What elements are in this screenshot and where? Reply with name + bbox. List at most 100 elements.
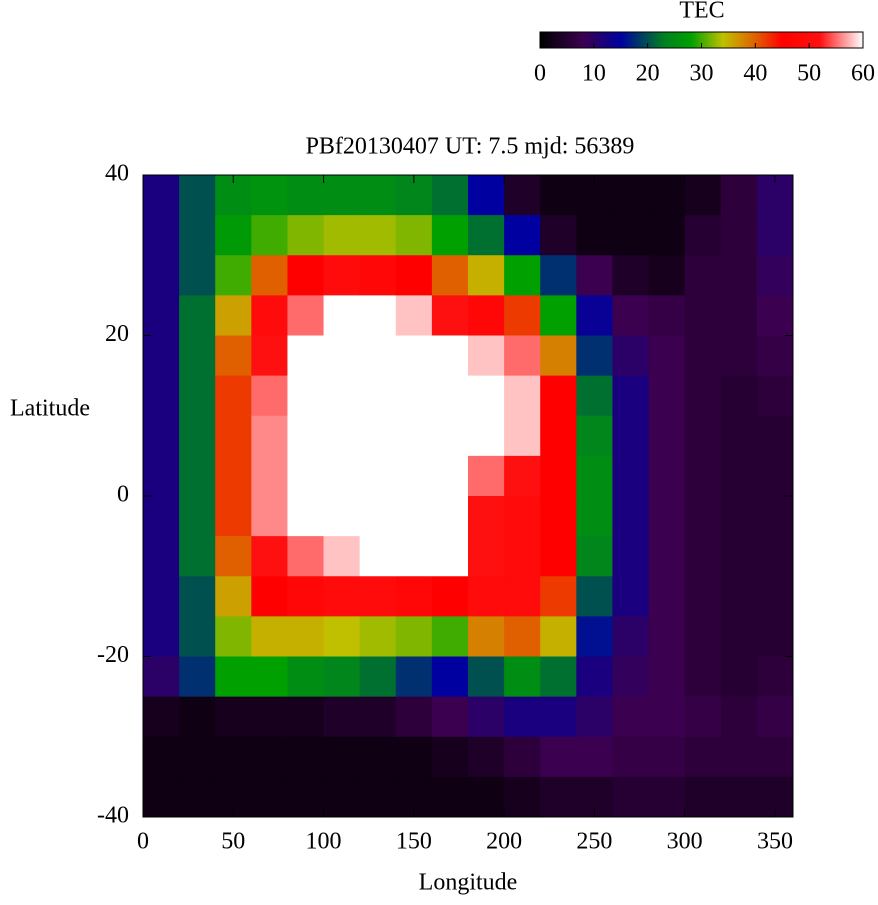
heatmap-cell [504, 335, 541, 377]
heatmap-cell [576, 415, 613, 457]
heatmap-cell [359, 656, 397, 698]
heatmap-cell [720, 375, 758, 417]
heatmap-cell [576, 576, 613, 617]
heatmap-cell [179, 295, 216, 336]
heatmap-cell [395, 536, 433, 577]
heatmap-cell [468, 616, 505, 657]
heatmap-cell [468, 736, 505, 778]
heatmap-cell [179, 496, 216, 537]
heatmap-cell [395, 656, 433, 698]
heatmap-cell [323, 736, 361, 778]
heatmap-cell [251, 776, 288, 818]
heatmap-cell [251, 335, 288, 377]
heatmap-cell [251, 576, 288, 617]
y-tick-label: 40 [105, 161, 129, 187]
heatmap-cell [648, 455, 686, 497]
heatmap-cell [323, 576, 361, 617]
heatmap-cell [648, 496, 686, 537]
heatmap-cell [612, 496, 650, 537]
heatmap-cell [359, 496, 397, 537]
heatmap-cell [431, 576, 469, 617]
heatmap-cell [395, 335, 433, 377]
heatmap-cell [431, 455, 469, 497]
heatmap-cell [756, 215, 794, 256]
heatmap-cell [576, 536, 613, 577]
heatmap-cell [251, 656, 288, 698]
heatmap-cell [648, 215, 686, 256]
heatmap-cell [215, 255, 252, 296]
heatmap-cell [648, 375, 686, 417]
heatmap-cell [504, 576, 541, 617]
x-tick-label: 200 [486, 829, 522, 855]
heatmap-cell [612, 255, 650, 296]
heatmap-cell [540, 776, 577, 818]
heatmap-cell [431, 215, 469, 256]
heatmap-cell [431, 415, 469, 457]
heatmap-cell [323, 295, 361, 336]
heatmap-cell [431, 255, 469, 296]
heatmap-cell [684, 656, 722, 698]
heatmap-cell [215, 616, 252, 657]
heatmap-cell [540, 335, 577, 377]
heatmap-cell [179, 335, 216, 377]
heatmap-cell [179, 255, 216, 296]
heatmap-cell [540, 175, 577, 216]
heatmap-cell [576, 736, 613, 778]
heatmap-cell [323, 335, 361, 377]
heatmap-cell [576, 616, 613, 657]
heatmap-cell [504, 175, 541, 216]
chart-title: PBf20130407 UT: 7.5 mjd: 56389 [306, 134, 635, 160]
heatmap-cell [323, 536, 361, 577]
x-tick-label: 0 [137, 829, 149, 855]
colorbar-tick-label: 40 [743, 61, 767, 87]
heatmap-cell [576, 455, 613, 497]
heatmap-cell [251, 616, 288, 657]
heatmap-cell [287, 255, 325, 296]
heatmap-cell [359, 415, 397, 457]
heatmap-cell [359, 335, 397, 377]
heatmap-cell [359, 215, 397, 256]
heatmap-cell [504, 455, 541, 497]
heatmap-cell [720, 295, 758, 336]
heatmap-cell [215, 656, 252, 698]
x-tick-label: 100 [306, 829, 342, 855]
heatmap-cell [359, 696, 397, 738]
heatmap-cell [323, 415, 361, 457]
heatmap-cell [756, 496, 794, 537]
heatmap-cell [287, 496, 325, 537]
heatmap-cell [756, 255, 794, 296]
heatmap-cell [251, 455, 288, 497]
heatmap-cell [179, 536, 216, 577]
heatmap-cell [540, 616, 577, 657]
heatmap-cell [359, 255, 397, 296]
heatmap-cell [648, 576, 686, 617]
heatmap-cell [359, 576, 397, 617]
heatmap-cell [215, 335, 252, 377]
heatmap-cell [395, 455, 433, 497]
heatmap-cell [251, 536, 288, 577]
heatmap-cell [504, 215, 541, 256]
heatmap-cell [756, 656, 794, 698]
heatmap-cell [720, 255, 758, 296]
heatmap-cell [648, 776, 686, 818]
heatmap-cell [143, 295, 180, 336]
heatmap-cell [756, 295, 794, 336]
heatmap-cell [143, 175, 180, 216]
heatmap-cell [540, 215, 577, 256]
heatmap-cell [648, 415, 686, 457]
heatmap-cell [504, 776, 541, 818]
heatmap-cell [576, 496, 613, 537]
x-tick-label: 300 [667, 829, 703, 855]
heatmap-cell [612, 576, 650, 617]
heatmap-cell [323, 776, 361, 818]
heatmap-cell [648, 255, 686, 296]
heatmap-cell [251, 295, 288, 336]
heatmap-cell [468, 576, 505, 617]
heatmap-cell [431, 536, 469, 577]
heatmap-cell [612, 536, 650, 577]
heatmap-cell [756, 616, 794, 657]
heatmap-cell [431, 776, 469, 818]
heatmap-cell [504, 536, 541, 577]
heatmap-cell [431, 736, 469, 778]
heatmap-cell [612, 616, 650, 657]
